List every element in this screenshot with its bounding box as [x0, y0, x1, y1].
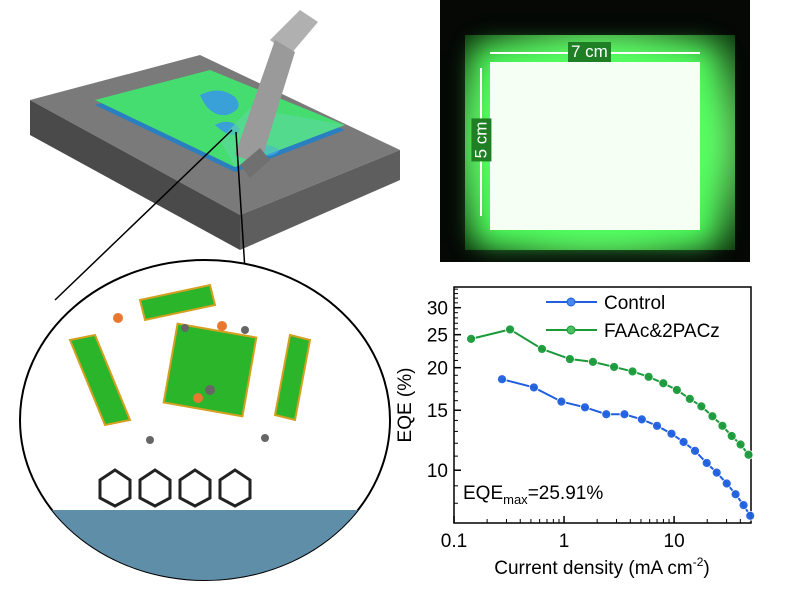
data-point-control: [619, 409, 630, 420]
data-point-treated: [707, 411, 718, 422]
data-point-treated: [588, 356, 598, 367]
perovskite-film: [95, 70, 345, 172]
series-line-treated: [470, 328, 750, 456]
data-point-treated: [696, 401, 707, 412]
data-point-control: [690, 445, 700, 456]
data-point-treated: [658, 378, 669, 389]
legend: Control FAAc&2PACz: [546, 293, 720, 342]
data-point-control: [745, 510, 756, 521]
height-label: 5 cm: [471, 118, 492, 162]
data-point-treated: [671, 385, 682, 395]
data-point-treated: [643, 371, 654, 382]
plot-frame: [453, 286, 752, 524]
x-tick-label: 0.1: [441, 531, 467, 552]
data-point-control: [721, 478, 732, 489]
device-photo: 7 cm 5 cm: [440, 0, 750, 262]
data-point-treated: [564, 354, 575, 364]
data-point-control: [580, 402, 590, 413]
data-point-control: [711, 467, 722, 478]
legend-label-treated: FAAc&2PACz: [604, 321, 720, 342]
data-point-control: [666, 428, 677, 439]
series-line-control: [501, 378, 752, 517]
data-point-treated: [609, 362, 619, 372]
data-point-control: [701, 458, 712, 468]
data-point-control: [678, 437, 689, 447]
data-point-treated: [466, 333, 476, 344]
x-tick-label: 10: [664, 531, 685, 552]
data-point-control: [601, 409, 612, 420]
data-point-treated: [726, 431, 737, 441]
data-point-treated: [743, 449, 754, 460]
emitting-area: [490, 62, 700, 230]
data-point-control: [730, 489, 741, 500]
data-point-control: [556, 396, 567, 407]
data-point-control: [636, 414, 647, 425]
x-axis-label: Current density (mA cm-2): [494, 555, 710, 579]
width-label: 7 cm: [568, 42, 611, 62]
data-point-control: [652, 420, 662, 431]
deposition-schematic: [19, 10, 400, 581]
magnified-molecular-view: [19, 259, 391, 581]
data-point-treated: [717, 420, 728, 431]
data-point-control: [497, 374, 507, 385]
data-point-control: [528, 382, 539, 393]
blade-coater-icon: [235, 10, 318, 178]
data-point-treated: [684, 393, 695, 404]
x-tick-label: 1: [559, 531, 570, 552]
data-point-treated: [505, 324, 515, 335]
eqe-max-annotation: EQEmax=25.91%: [463, 483, 603, 507]
data-point-treated: [627, 366, 638, 377]
data-point-treated: [537, 344, 547, 354]
legend-label-control: Control: [604, 293, 665, 314]
data-point-treated: [735, 439, 746, 450]
data-point-control: [738, 500, 749, 511]
